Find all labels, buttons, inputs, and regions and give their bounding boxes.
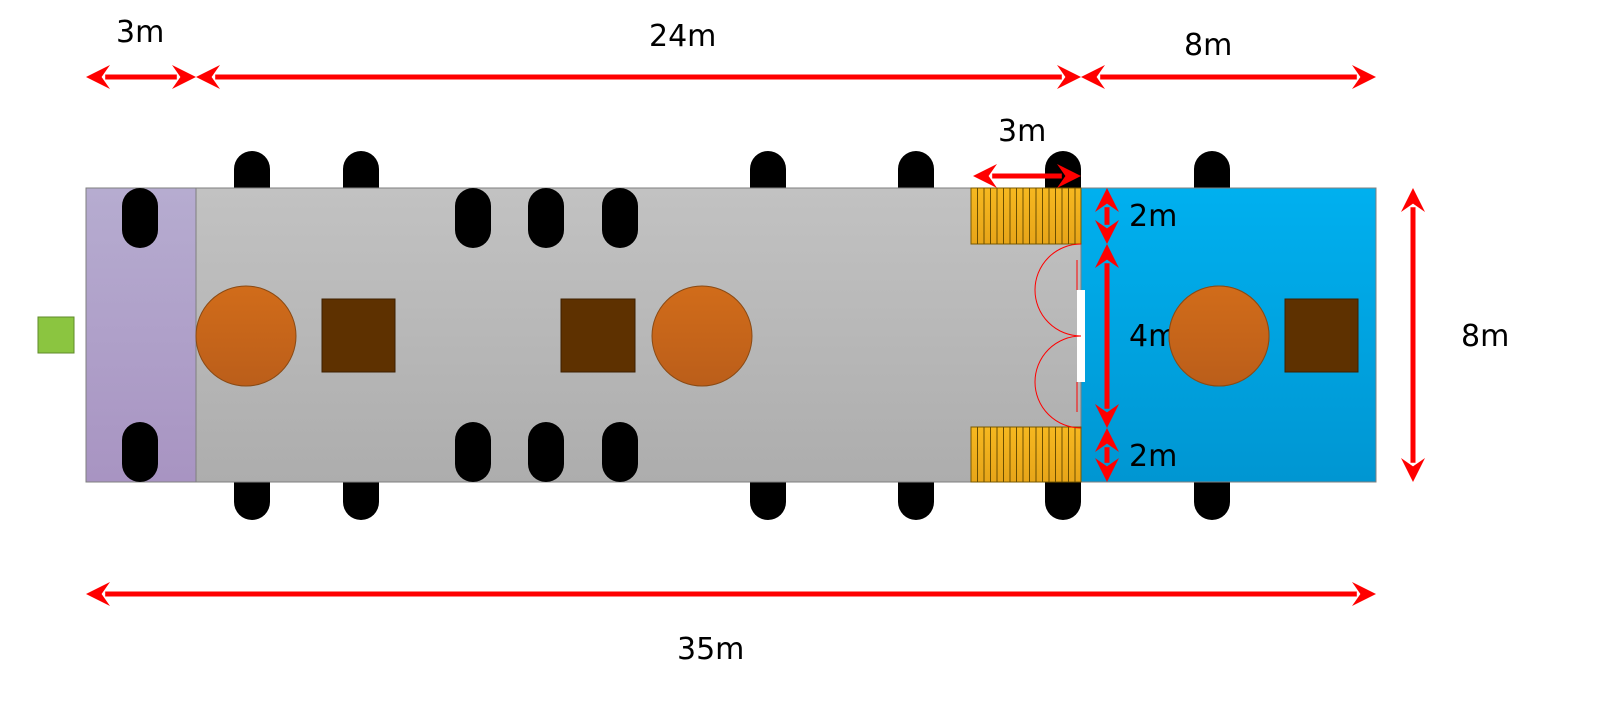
label-overall-width: 8m bbox=[1461, 319, 1509, 354]
door-swing-upper bbox=[1034, 243, 1082, 337]
label-middle-section: 24m bbox=[649, 19, 716, 54]
wheel-icon bbox=[122, 188, 158, 248]
arrow-stair-length bbox=[973, 164, 1081, 188]
label-front-section: 3m bbox=[116, 15, 164, 50]
arrow-door-width bbox=[1095, 244, 1119, 428]
label-rear-section: 8m bbox=[1184, 28, 1232, 63]
arrow-overall-width bbox=[1401, 188, 1425, 482]
arrow-stair-lower-width bbox=[1095, 428, 1119, 482]
label-overall-length: 35m bbox=[677, 632, 744, 667]
square-object bbox=[560, 298, 636, 373]
wheel-icon bbox=[528, 422, 564, 482]
stairs-upper bbox=[970, 187, 1082, 245]
wheel-icon bbox=[455, 422, 491, 482]
label-stair-length: 3m bbox=[998, 114, 1046, 149]
front-marker bbox=[37, 316, 75, 354]
square-object bbox=[1284, 298, 1359, 373]
label-stair-lower-width: 2m bbox=[1129, 439, 1177, 474]
wheel-icon bbox=[602, 422, 638, 482]
arrow-overall-length bbox=[86, 582, 1376, 606]
inner-wheels bbox=[122, 188, 638, 482]
square-object bbox=[321, 298, 396, 373]
round-object-overlay bbox=[1168, 285, 1270, 387]
door-swing-arcs bbox=[1034, 243, 1082, 429]
wheel-icon bbox=[122, 422, 158, 482]
arrow-stair-upper-width bbox=[1095, 188, 1119, 244]
dimension-arrows bbox=[86, 65, 1425, 606]
arrow-middle-section bbox=[196, 65, 1081, 89]
round-object bbox=[651, 285, 753, 387]
stairs-lower bbox=[970, 426, 1082, 483]
door-swing-lower bbox=[1034, 335, 1082, 429]
wheel-icon bbox=[528, 188, 564, 248]
wheel-icon bbox=[602, 188, 638, 248]
round-object bbox=[195, 285, 297, 387]
label-stair-upper-width: 2m bbox=[1129, 199, 1177, 234]
wheel-icon bbox=[455, 188, 491, 248]
arrow-rear-section bbox=[1081, 65, 1376, 89]
arrow-front-section bbox=[86, 65, 196, 89]
